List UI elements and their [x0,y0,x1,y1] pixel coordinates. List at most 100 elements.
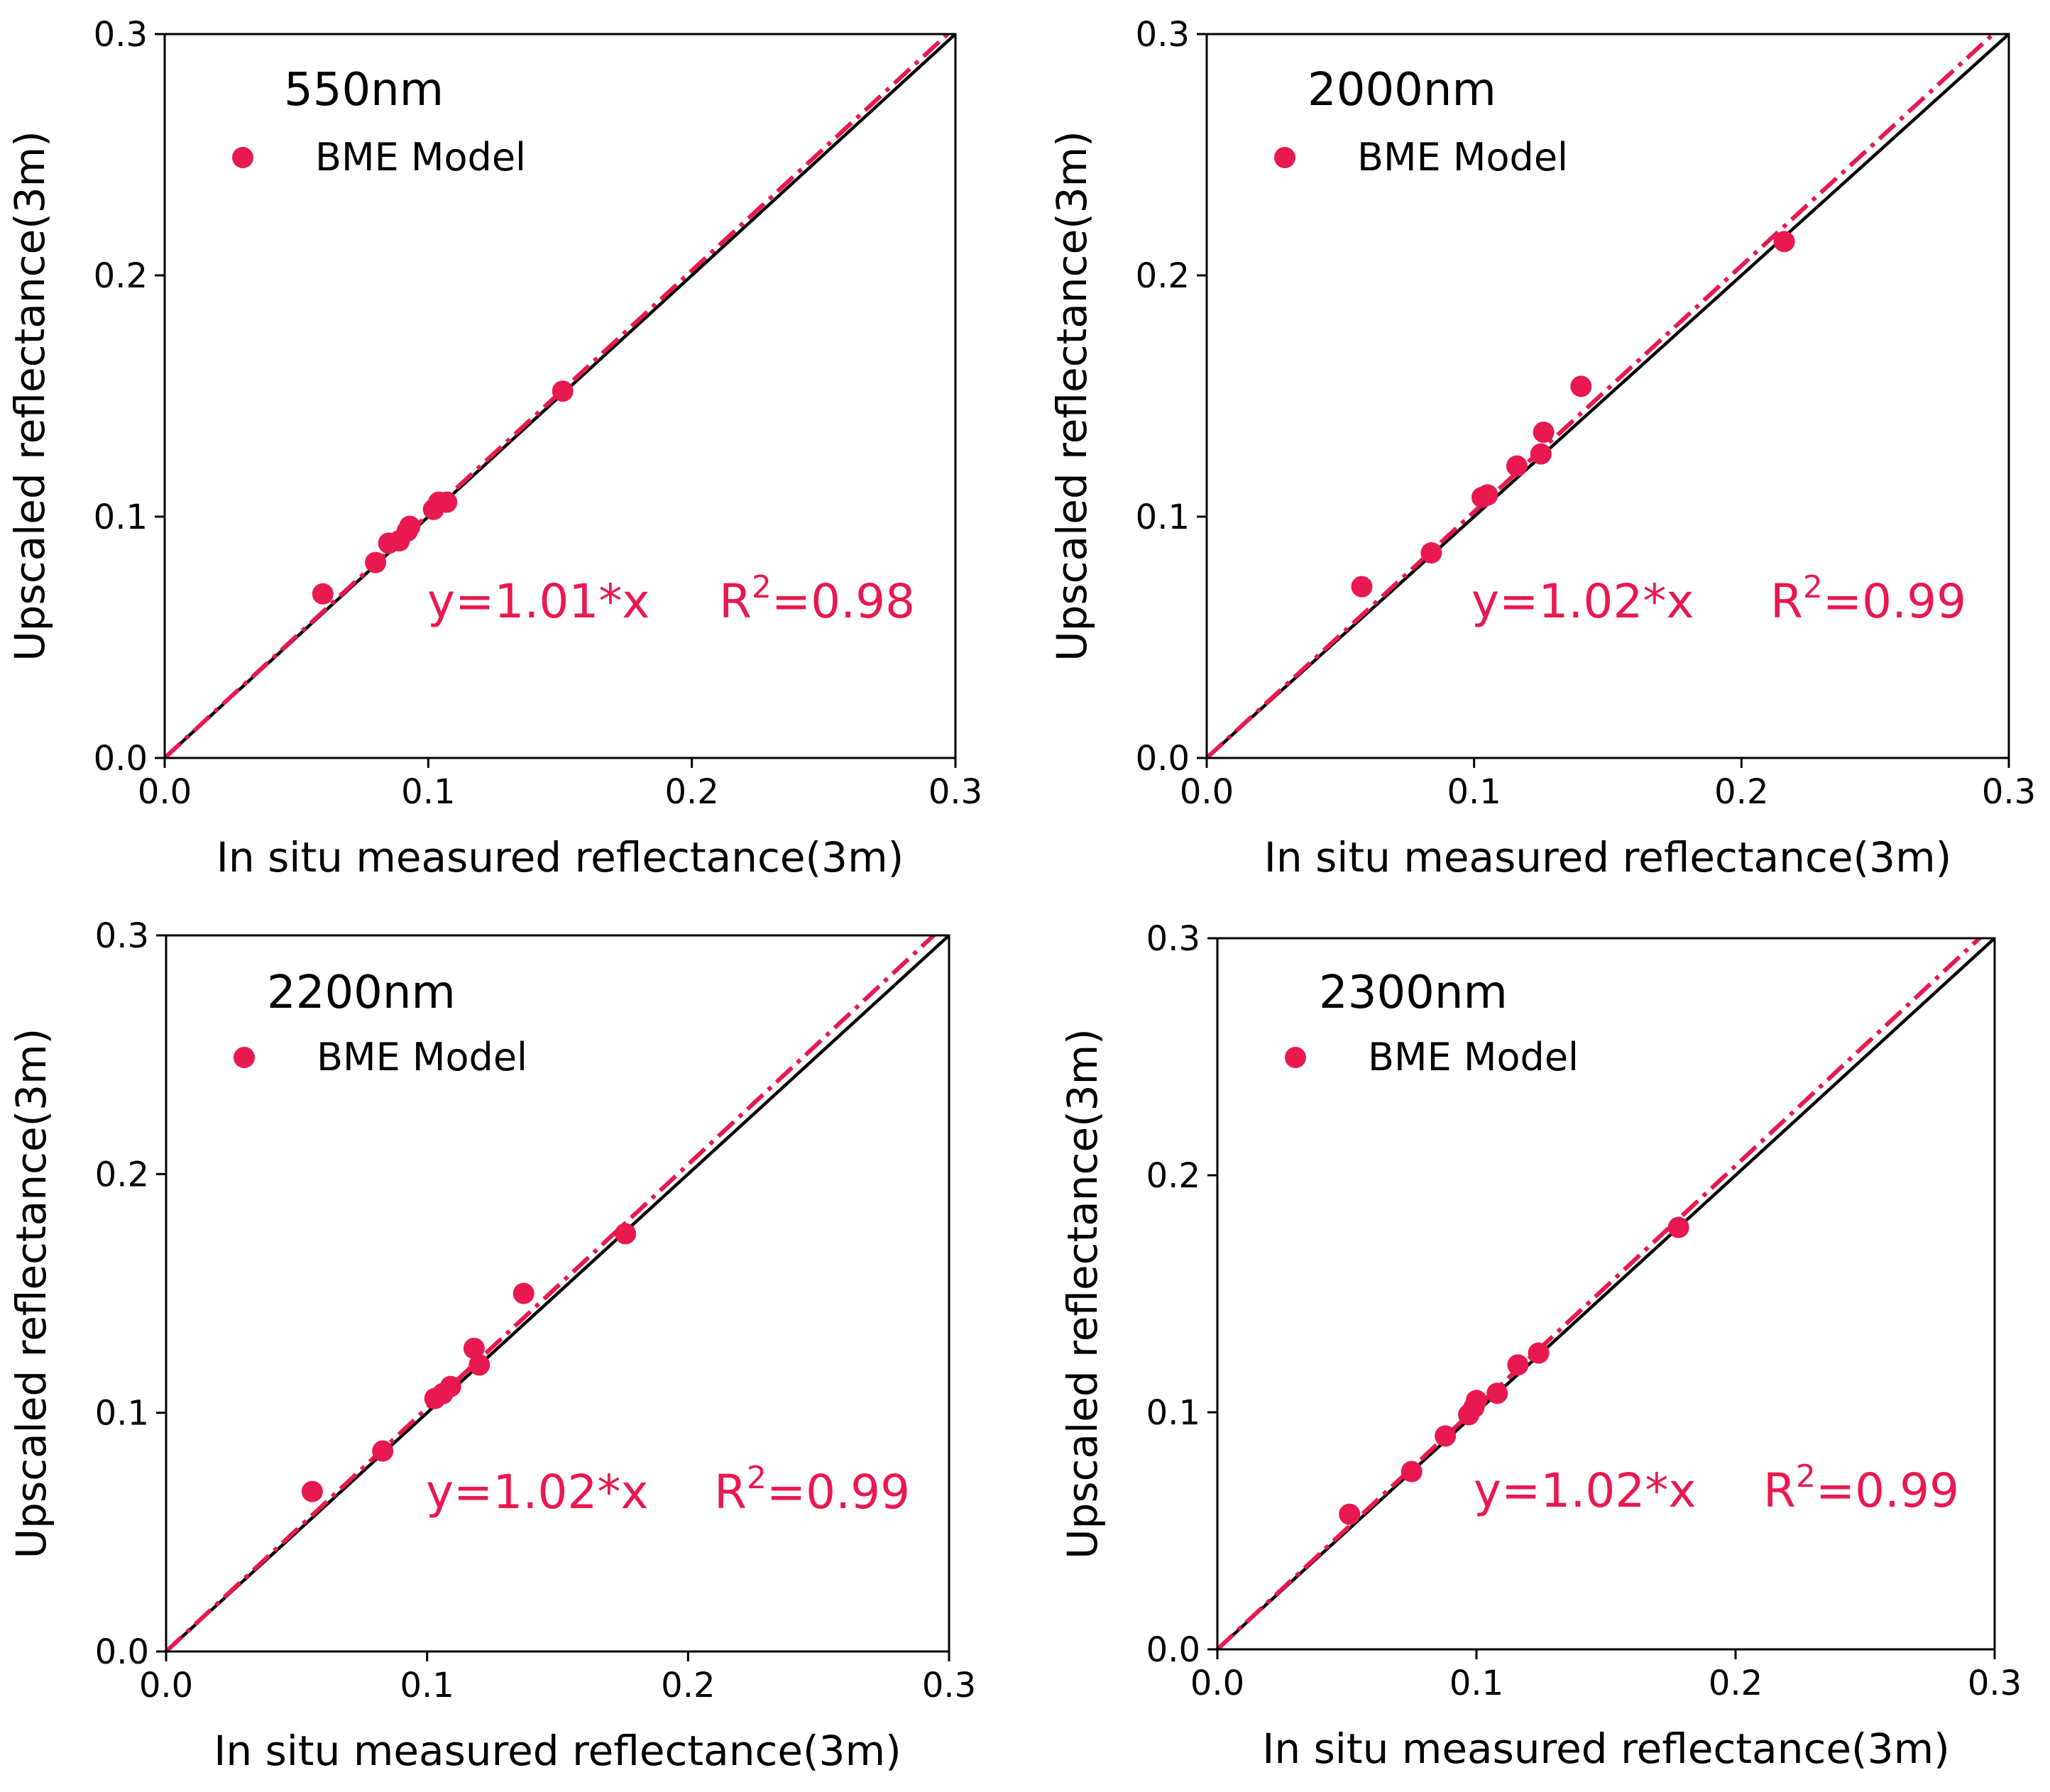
axes-frame [163,33,957,759]
x-tick-label: 0.0 [138,772,192,812]
legend-label: BME Model [1368,1035,1579,1079]
axes-frame [1216,937,1996,1651]
y-tick-label: 0.2 [1146,1156,1200,1196]
data-point [1528,1342,1550,1364]
data-point [552,380,574,402]
data-point [1533,422,1555,443]
data-point [365,551,387,573]
x-tick-label: 0.1 [400,1666,454,1705]
fit-equation: y=1.02*x [1474,1463,1696,1518]
data-point [468,1354,490,1376]
panel-4: 0.0 0.1 0.2 0.3 0.0 0.1 0.2 0.3 In situ measured… [1058,919,2022,1773]
x-tick-label: 0.1 [1449,1664,1503,1703]
reference-line-1-to-1 [1217,938,1995,1649]
data-point [399,515,421,537]
data-point [312,583,334,605]
y-tick-label: 0.3 [1146,919,1200,959]
panel-2: 0.0 0.1 0.2 0.3 0.0 0.1 0.2 0.3 In situ measured… [1048,15,2036,881]
x-axis-label: In situ measured reflectance(3m) [1264,833,1951,881]
y-tick-label: 0.0 [1146,1630,1200,1670]
legend-marker [232,147,253,168]
y-axis-label: Upscaled reflectance(3m) [7,1028,55,1559]
x-tick-label: 0.2 [661,1666,715,1705]
data-point [1435,1425,1457,1447]
data-point [1466,1390,1487,1412]
r-squared-label: R2=0.99 [1770,569,1966,629]
panel-3: 0.0 0.1 0.2 0.3 0.0 0.1 0.2 0.3 In situ measured… [7,916,976,1775]
data-point [1506,455,1528,477]
x-tick-label: 0.3 [928,772,982,812]
data-point [1401,1461,1423,1483]
y-tick-label: 0.1 [1136,498,1190,537]
x-tick-label: 0.2 [664,772,718,812]
x-tick-label: 0.2 [1709,1664,1763,1703]
panel-1: 0.0 0.1 0.2 0.3 0.0 0.1 0.2 0.3 In situ measured… [6,15,982,881]
data-point [463,1337,485,1359]
y-tick-label: 0.0 [95,1632,149,1672]
x-tick-label: 0.3 [1968,1664,2022,1703]
data-point [1507,1354,1529,1376]
data-point [372,1440,394,1462]
data-point [1351,576,1373,598]
y-tick-label: 0.2 [94,256,148,296]
fit-equation: y=1.02*x [1471,574,1694,629]
y-tick-label: 0.1 [1146,1393,1200,1433]
data-point [1570,375,1592,397]
x-tick-label: 0.0 [1180,772,1234,812]
r-squared-label: R2=0.98 [719,569,915,629]
y-tick-label: 0.0 [1136,739,1190,779]
data-point [439,1375,461,1397]
panel-title: 2200nm [267,967,456,1019]
data-point [301,1480,323,1502]
y-axis-label: Upscaled reflectance(3m) [1048,131,1096,661]
x-axis-label: In situ measured reflectance(3m) [1262,1725,1949,1773]
data-point [1339,1503,1361,1525]
data-point [1530,443,1552,465]
data-point [1773,231,1795,253]
fit-line [166,935,937,1651]
y-tick-label: 0.2 [95,1155,149,1194]
y-axis-label: Upscaled reflectance(3m) [6,131,54,661]
y-tick-label: 0.3 [95,916,149,956]
x-tick-label: 0.3 [922,1666,976,1705]
panel-title: 2000nm [1308,64,1496,116]
y-tick-label: 0.2 [1136,256,1190,296]
fit-equation: y=1.01*x [427,574,649,629]
y-tick-label: 0.1 [94,498,148,537]
fit-equation: y=1.02*x [426,1465,648,1519]
data-point [1667,1216,1689,1238]
y-tick-label: 0.3 [94,15,148,55]
fit-line [1207,34,1997,758]
legend-label: BME Model [317,1035,527,1079]
axes-frame [1205,33,2010,759]
legend-label: BME Model [1357,135,1568,180]
x-tick-label: 0.0 [1190,1664,1244,1703]
r-squared-label: R2=0.99 [1763,1458,1959,1518]
legend-marker [1274,147,1295,168]
x-axis-label: In situ measured reflectance(3m) [216,833,904,881]
y-tick-label: 0.0 [94,739,148,779]
legend-marker [1285,1047,1306,1068]
legend-marker [234,1047,255,1068]
x-tick-label: 0.2 [1714,772,1768,812]
y-tick-label: 0.3 [1136,15,1190,55]
data-point [1486,1383,1508,1405]
data-point [436,491,458,513]
x-tick-label: 0.3 [1982,772,2036,812]
panel-title: 2300nm [1319,967,1508,1019]
fit-line [165,34,951,758]
r-squared-label: R2=0.99 [714,1460,910,1519]
x-axis-label: In situ measured reflectance(3m) [214,1727,901,1775]
data-point [512,1282,535,1304]
y-tick-label: 0.1 [95,1394,149,1434]
data-point [615,1223,637,1245]
x-tick-label: 0.1 [401,772,455,812]
axes-frame [165,934,950,1653]
legend-label: BME Model [315,135,526,180]
x-tick-label: 0.1 [1447,772,1501,812]
data-point [1476,484,1498,506]
fit-line [1217,938,1983,1649]
data-point [1420,542,1442,564]
